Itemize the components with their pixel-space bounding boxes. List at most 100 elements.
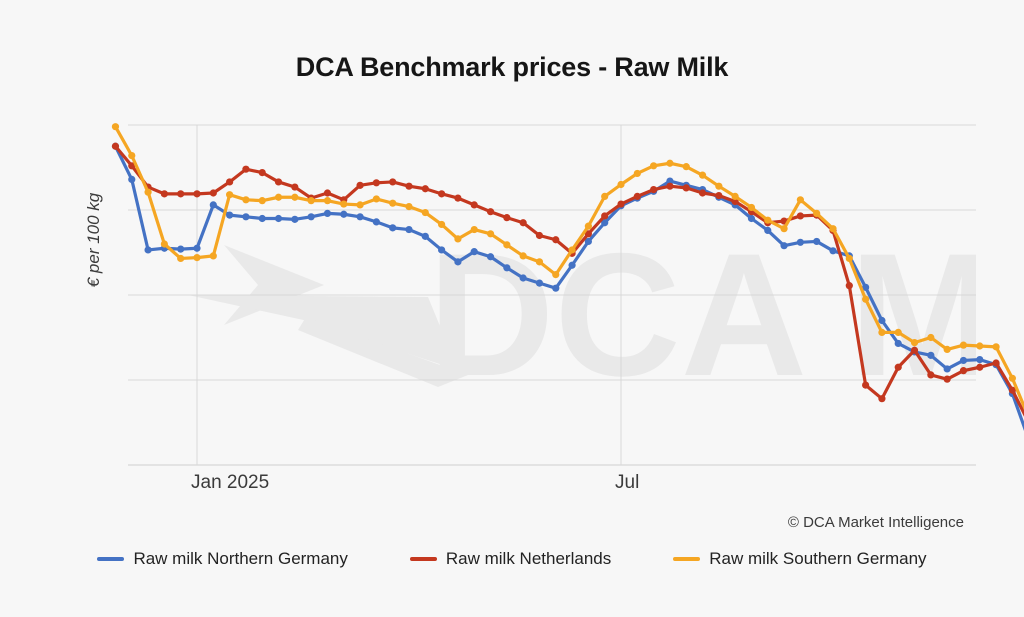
data-point xyxy=(796,238,804,246)
gridlines xyxy=(128,124,976,466)
data-point xyxy=(405,182,413,190)
data-point xyxy=(372,179,380,187)
data-point xyxy=(372,195,380,203)
data-point xyxy=(862,381,870,389)
data-point xyxy=(601,192,609,200)
data-point xyxy=(617,200,625,208)
data-point xyxy=(144,188,152,196)
data-point xyxy=(894,328,902,336)
data-point xyxy=(959,367,968,375)
data-point xyxy=(943,375,951,383)
data-point xyxy=(405,203,413,211)
data-point xyxy=(829,225,837,233)
data-point xyxy=(274,193,283,201)
data-point xyxy=(878,395,886,403)
data-point xyxy=(780,242,788,250)
data-point xyxy=(258,214,266,223)
data-point xyxy=(927,371,935,379)
data-point xyxy=(650,186,658,194)
data-point xyxy=(503,264,511,272)
data-point xyxy=(878,316,886,325)
data-point xyxy=(470,225,478,234)
y-axis-label: € per 100 kg xyxy=(84,192,103,288)
data-point xyxy=(698,171,707,179)
series-0 xyxy=(111,142,1024,432)
data-point xyxy=(128,162,136,170)
data-point xyxy=(698,189,707,197)
data-point xyxy=(633,192,641,200)
data-point xyxy=(601,219,609,227)
data-point xyxy=(193,244,201,252)
data-point xyxy=(910,339,919,347)
plot-area xyxy=(111,123,1024,466)
data-point xyxy=(128,175,136,183)
data-point xyxy=(666,177,674,185)
data-point xyxy=(519,274,527,282)
data-point xyxy=(454,194,462,202)
data-point xyxy=(601,212,609,220)
data-point xyxy=(503,241,511,249)
data-point xyxy=(258,197,266,205)
data-point xyxy=(111,142,120,150)
data-point xyxy=(633,169,641,178)
data-point xyxy=(992,359,1000,367)
x-tick-label-0: Jan 2025 xyxy=(191,472,270,493)
data-point xyxy=(291,215,299,223)
data-point xyxy=(177,245,185,253)
data-point xyxy=(764,216,772,224)
data-point xyxy=(486,253,495,261)
data-point xyxy=(486,230,495,238)
data-point xyxy=(552,271,560,279)
data-point xyxy=(356,213,364,221)
data-point xyxy=(682,163,690,171)
data-point xyxy=(813,209,821,217)
data-point xyxy=(486,208,495,216)
data-point xyxy=(307,213,315,221)
data-point xyxy=(666,159,674,167)
data-point xyxy=(389,178,397,186)
data-point xyxy=(226,191,234,199)
legend-swatch-icon xyxy=(97,557,125,561)
data-point xyxy=(910,346,919,354)
data-point xyxy=(128,152,136,160)
data-point xyxy=(242,213,250,221)
data-point xyxy=(226,178,234,186)
data-point xyxy=(862,295,870,303)
data-point xyxy=(340,200,348,208)
data-point xyxy=(927,333,935,342)
data-point xyxy=(160,190,168,198)
data-point xyxy=(389,224,397,232)
data-point xyxy=(1008,386,1016,394)
data-point xyxy=(421,208,429,217)
data-point xyxy=(470,201,478,209)
series-2 xyxy=(111,123,1024,411)
data-point xyxy=(584,222,592,230)
data-point xyxy=(209,252,217,260)
data-point xyxy=(731,192,739,200)
data-point xyxy=(242,196,250,204)
data-point xyxy=(943,365,951,373)
data-point xyxy=(209,201,217,209)
data-point xyxy=(829,247,837,255)
data-point xyxy=(519,219,527,227)
data-point xyxy=(927,351,935,359)
legend-item-1[interactable]: Raw milk Netherlands xyxy=(409,549,611,569)
data-point xyxy=(519,252,527,260)
data-point xyxy=(323,197,332,205)
series-1 xyxy=(111,142,1024,417)
data-point xyxy=(454,258,462,266)
data-point xyxy=(503,214,511,222)
data-point xyxy=(291,193,299,201)
data-point xyxy=(405,225,413,234)
data-point xyxy=(535,258,544,266)
data-point xyxy=(568,246,576,254)
legend-item-0[interactable]: Raw milk Northern Germany xyxy=(97,549,348,569)
data-point xyxy=(584,237,592,246)
legend-item-2[interactable]: Raw milk Southern Germany xyxy=(673,549,927,569)
data-point xyxy=(421,185,429,193)
data-point xyxy=(780,225,788,233)
data-point xyxy=(177,190,185,198)
data-point xyxy=(323,209,332,217)
data-point xyxy=(307,197,315,205)
data-point xyxy=(274,178,283,186)
